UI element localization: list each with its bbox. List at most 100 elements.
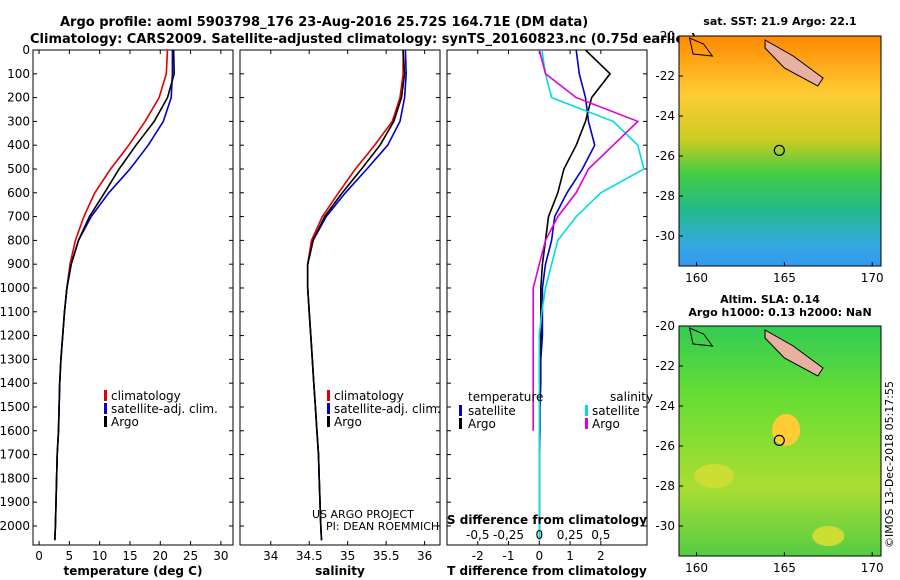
sla-anomaly	[812, 526, 845, 546]
y-tick-label: 1800	[0, 471, 30, 485]
header-line2: Climatology: CARS2009. Satellite-adjuste…	[30, 32, 697, 47]
legend-label: satellite	[468, 404, 516, 418]
y-tick-label: 1100	[0, 305, 30, 319]
series-line	[532, 49, 640, 431]
series-line	[538, 49, 645, 541]
map-y-tick-label: -28	[655, 479, 675, 493]
map-frame	[678, 35, 882, 267]
x-tick-label-2: 0,5	[591, 528, 610, 542]
x-tick-label: 0	[535, 549, 543, 563]
y-tick-label: 1900	[0, 495, 30, 509]
x-tick-label: 0	[35, 549, 43, 563]
map-x-tick-label: 160	[685, 561, 708, 575]
argo-position-marker	[773, 434, 785, 446]
y-tick-label: 400	[7, 138, 30, 152]
difference-panel: -2 -1 0 1 2T difference from climatology temp…	[446, 49, 653, 578]
x-tick-label-2: 0,25	[557, 528, 584, 542]
x-tick-label: 36	[417, 549, 432, 563]
plot-frame	[32, 49, 234, 546]
legend-label: satellite	[592, 404, 640, 418]
map-y-tick-label: -30	[655, 229, 675, 243]
y-tick-label: 1000	[0, 281, 30, 295]
legend-label: satellite-adj. clim.	[111, 402, 218, 416]
legend-swatch	[459, 418, 462, 429]
x-tick-label: -2	[472, 549, 484, 563]
series-line	[54, 49, 176, 541]
legend-swatch	[104, 390, 107, 401]
plot-frame	[239, 49, 441, 546]
credit-pi: PI: DEAN ROEMMICH	[326, 520, 439, 533]
x-tick-label: 34.5	[296, 549, 323, 563]
legend-label: satellite-adj. clim.	[334, 402, 441, 416]
y-tick-label: 900	[7, 257, 30, 271]
x-tick-label: 30	[213, 549, 228, 563]
legend-swatch	[327, 390, 330, 401]
map-field	[679, 36, 881, 266]
x-tick-label: 1	[566, 549, 574, 563]
map-title: sat. SST: 21.9 Argo: 22.1	[703, 15, 856, 28]
y-tick-label: 200	[7, 91, 30, 105]
x-axis-label: salinity	[315, 564, 365, 578]
y-tick-label: 100	[7, 67, 30, 81]
map-y-tick-label: -26	[655, 439, 675, 453]
legend-label: climatology	[111, 389, 181, 403]
x-tick-label-2: -0,5	[466, 528, 489, 542]
x-tick-label: 35	[340, 549, 355, 563]
legend-swatch	[585, 405, 588, 416]
y-tick-label: 1700	[0, 448, 30, 462]
map-y-tick-label: -22	[655, 69, 675, 83]
island-new-caledonia	[764, 329, 824, 377]
series-line	[306, 49, 406, 541]
legend-label: Argo	[468, 417, 496, 431]
reef-outline	[688, 327, 714, 347]
series-line	[306, 50, 404, 541]
map-y-tick-label: -24	[655, 109, 675, 123]
series-line	[54, 49, 169, 541]
x-tick-label: 34	[263, 549, 278, 563]
y-tick-label: 1200	[0, 329, 30, 343]
map-y-tick-label: -20	[655, 319, 675, 333]
x-axis-label: T difference from climatology	[447, 564, 647, 578]
legend-title: salinity	[610, 390, 653, 404]
plot-frame	[446, 49, 648, 546]
legend-label: Argo	[111, 415, 139, 429]
map-y-tick-label: -24	[655, 399, 675, 413]
map-y-tick-label: -26	[655, 149, 675, 163]
salinity-panel: 34 34.5 35 35.5 36 salinity climatologysatelli…	[239, 49, 441, 578]
header-line1: Argo profile: aoml 5903798_176 23-Aug-20…	[60, 15, 588, 30]
legend-swatch	[459, 405, 462, 416]
legend-title: temperature	[468, 390, 543, 404]
y-tick-label: 0	[22, 43, 30, 57]
map-y-tick-label: -30	[655, 519, 675, 533]
sla-anomaly	[694, 464, 735, 488]
map-x-tick-label: 170	[861, 271, 884, 285]
map-y-tick-label: -28	[655, 189, 675, 203]
legend-label: Argo	[592, 417, 620, 431]
y-tick-label: 500	[7, 162, 30, 176]
x-tick-label-2: 0	[535, 528, 543, 542]
map-title: Altim. SLA: 0.14	[720, 293, 820, 306]
temperature-panel: 0100200300400500600700800900100011001200…	[0, 43, 234, 578]
y-tick-label: 800	[7, 233, 30, 247]
map-y-tick-label: -22	[655, 359, 675, 373]
series-line	[538, 49, 596, 541]
x-tick-label: -1	[503, 549, 515, 563]
y-tick-label: 1300	[0, 352, 30, 366]
sla-anomaly	[772, 414, 801, 446]
y-tick-label: 1500	[0, 400, 30, 414]
x-axis-label-2: S difference from climatology	[447, 513, 647, 527]
series-line	[538, 49, 612, 541]
credit-project: US ARGO PROJECT	[312, 508, 414, 521]
map-x-tick-label: 170	[861, 561, 884, 575]
y-tick-label: 1600	[0, 424, 30, 438]
map-frame	[678, 325, 882, 557]
x-tick-label-2: -0,25	[493, 528, 524, 542]
x-tick-label: 25	[183, 549, 198, 563]
x-tick-label: 20	[153, 549, 168, 563]
y-tick-label: 2000	[0, 519, 30, 533]
legend-swatch	[104, 416, 107, 427]
x-tick-label: 35.5	[373, 549, 400, 563]
island-new-caledonia	[764, 39, 824, 87]
map-subtitle: Argo h1000: 0.13 h2000: NaN	[688, 306, 871, 319]
